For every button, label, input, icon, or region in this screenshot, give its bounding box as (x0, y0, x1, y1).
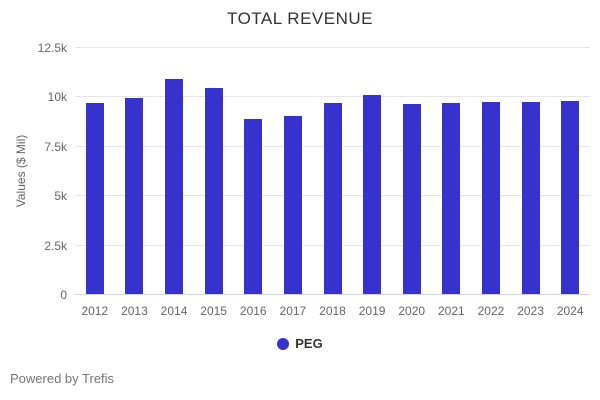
legend-marker-icon (277, 337, 290, 350)
bar-2020[interactable] (402, 104, 421, 295)
x-tick-label-2016: 2016 (239, 304, 267, 318)
y-tick-label: 7.5k (44, 139, 67, 154)
bar-2021[interactable] (442, 102, 461, 295)
chart-title: TOTAL REVENUE (227, 9, 373, 28)
bar-2014[interactable] (165, 79, 184, 295)
x-tick-label-2021: 2021 (437, 304, 465, 318)
x-tick-label-2013: 2013 (121, 304, 148, 318)
bar-2019[interactable] (363, 95, 382, 295)
gridline (75, 47, 590, 48)
bar-2012[interactable] (85, 103, 104, 295)
x-tick-label-2017: 2017 (279, 304, 307, 318)
x-tick-label-2020: 2020 (398, 304, 426, 318)
x-tick-label-2023: 2023 (517, 304, 544, 318)
x-tick-label-2014: 2014 (160, 304, 188, 318)
plot-area: 0 2.5k 5k 7.5k 10k 12.5k 2012 2013 2014 2015 2016 2… (38, 42, 590, 318)
y-tick-label: 12.5k (37, 41, 67, 55)
x-tick-label-2012: 2012 (81, 304, 109, 318)
x-tick-label-2024: 2024 (556, 304, 584, 318)
legend-item-peg[interactable]: PEG (277, 336, 323, 351)
gridline (75, 96, 590, 98)
x-tick-label-2019: 2019 (358, 304, 386, 318)
bar-2022[interactable] (481, 101, 500, 295)
y-tick-label: 5k (54, 189, 67, 204)
x-tick-label-2022: 2022 (477, 304, 505, 318)
y-tick-label: 2.5k (44, 238, 67, 253)
powered-by-trefis-link[interactable]: Powered by Trefis (10, 371, 115, 386)
bar-2024[interactable] (561, 100, 580, 295)
x-tick-label-2018: 2018 (319, 304, 346, 318)
bar-2018[interactable] (323, 103, 342, 295)
y-tick-label: 0 (60, 288, 67, 302)
legend: PEG (0, 336, 600, 351)
legend-label: PEG (295, 336, 323, 351)
bar-2023[interactable] (521, 101, 540, 295)
bar-2015[interactable] (204, 88, 223, 295)
bar-2016[interactable] (244, 119, 263, 295)
bar-2013[interactable] (125, 97, 144, 295)
x-tick-label-2015: 2015 (200, 304, 227, 318)
y-tick-label: 10k (47, 90, 67, 105)
bar-2017[interactable] (283, 116, 302, 295)
x-axis-line (75, 294, 590, 295)
